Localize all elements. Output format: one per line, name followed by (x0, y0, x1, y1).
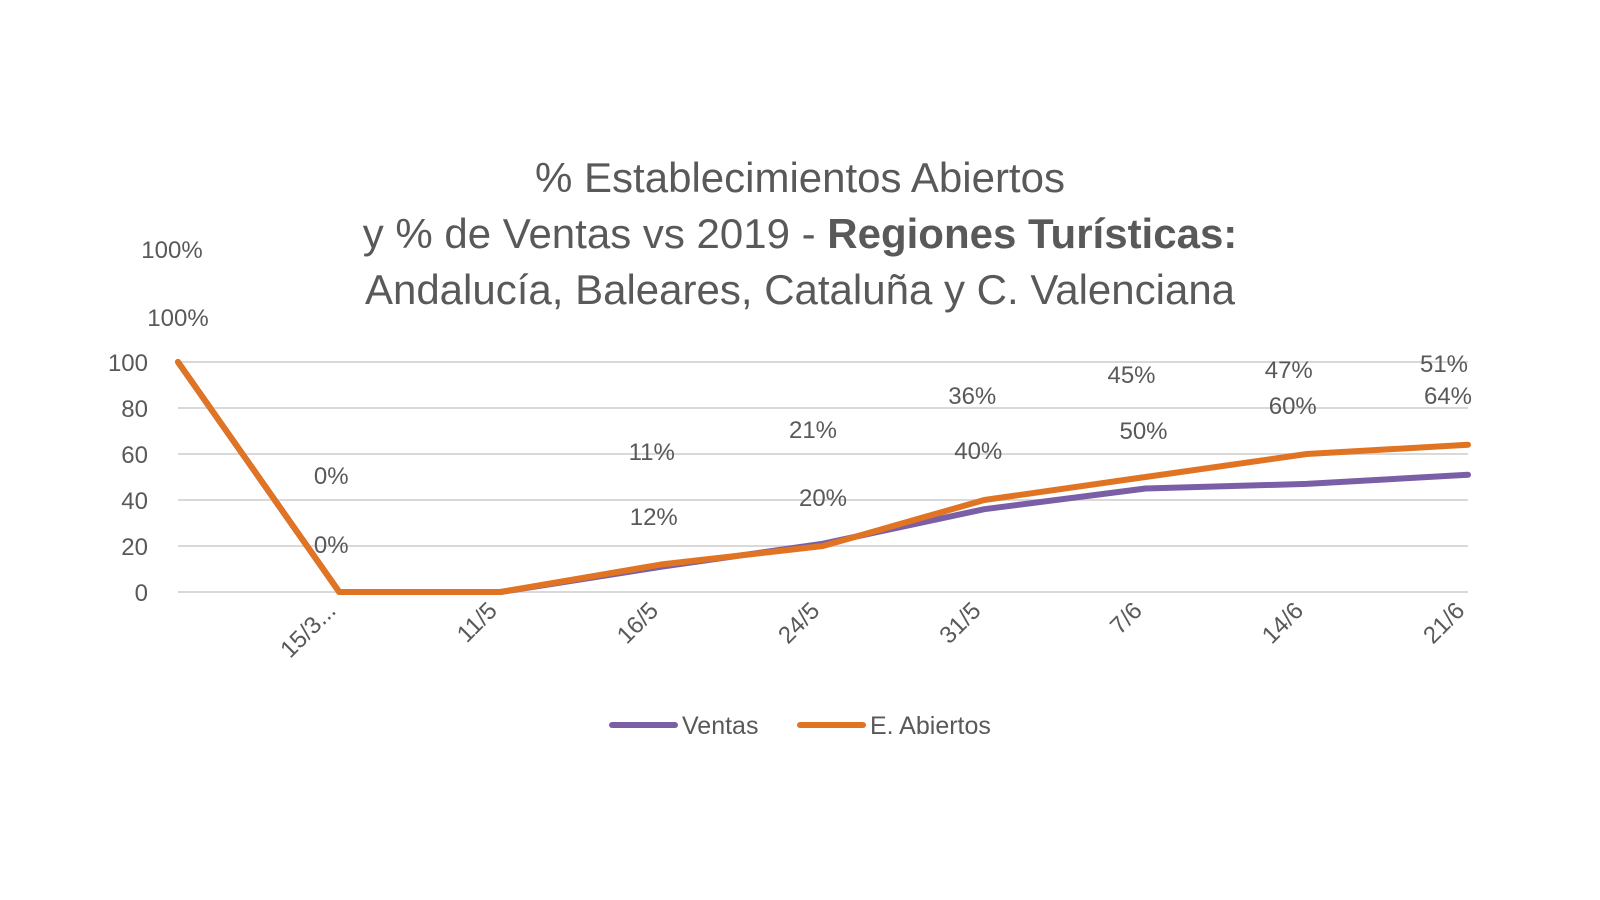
chart-title-line-2: y % de Ventas vs 2019 - Regiones Turísti… (363, 210, 1238, 257)
y-tick-label: 0 (135, 580, 148, 607)
y-tick-label: 80 (121, 396, 148, 423)
x-tick-label: 14/6 (1257, 597, 1309, 649)
data-label: 64% (1424, 383, 1472, 410)
data-label: 11% (629, 439, 675, 466)
chart-title: % Establecimientos Abiertos y % de Venta… (363, 154, 1238, 313)
chart-title-line-3: Andalucía, Baleares, Cataluña y C. Valen… (365, 266, 1236, 313)
data-label: 12% (630, 504, 678, 531)
data-label: 100% (147, 305, 208, 332)
data-label: 20% (799, 485, 847, 512)
data-label: 0% (314, 532, 349, 559)
data-label: 51% (1420, 351, 1468, 378)
data-label: 45% (1107, 362, 1155, 389)
x-tick-label: 24/5 (773, 597, 825, 649)
x-tick-label: 21/6 (1418, 597, 1470, 649)
x-tick-label: 7/6 (1105, 597, 1148, 640)
x-tick-label: 15/3... (275, 597, 341, 663)
series-line-1 (175, 359, 1471, 595)
data-label: 40% (954, 438, 1002, 465)
chart-title-line-1: % Establecimientos Abiertos (535, 154, 1065, 201)
data-labels: 100% 0% 11% 21% 36% 45% 47% 51% 100% 0% 12% 20% 40% 5… (141, 237, 1472, 559)
data-label: 50% (1119, 418, 1167, 445)
x-tick-label: 31/5 (934, 597, 986, 649)
chart-title-line-2-prefix: y % de Ventas vs 2019 - (363, 210, 828, 257)
y-axis-tick-labels: 0 20 40 60 80 100 (108, 350, 148, 607)
legend: Ventas E. Abiertos (609, 712, 991, 740)
x-tick-label: 11/5 (452, 597, 503, 648)
gridlines (178, 361, 1468, 593)
x-axis-tick-labels: 15/3... 11/5 16/5 24/5 31/5 7/6 14/6 21/6 (275, 597, 1470, 663)
data-label: 36% (948, 383, 996, 410)
data-label: 60% (1269, 393, 1317, 420)
data-label: 100% (141, 237, 202, 264)
x-tick-label: 16/5 (612, 597, 664, 649)
chart-title-line-2-bold: Regiones Turísticas: (827, 210, 1237, 257)
y-tick-label: 60 (121, 442, 148, 469)
legend-label: E. Abiertos (870, 712, 991, 740)
legend-label: Ventas (682, 712, 758, 740)
series-lines (175, 359, 1471, 595)
y-tick-label: 20 (121, 534, 148, 561)
y-tick-label: 40 (121, 488, 148, 515)
y-tick-label: 100 (108, 350, 148, 377)
data-label: 47% (1265, 357, 1313, 384)
data-label: 0% (314, 463, 349, 490)
data-label: 21% (789, 417, 837, 444)
